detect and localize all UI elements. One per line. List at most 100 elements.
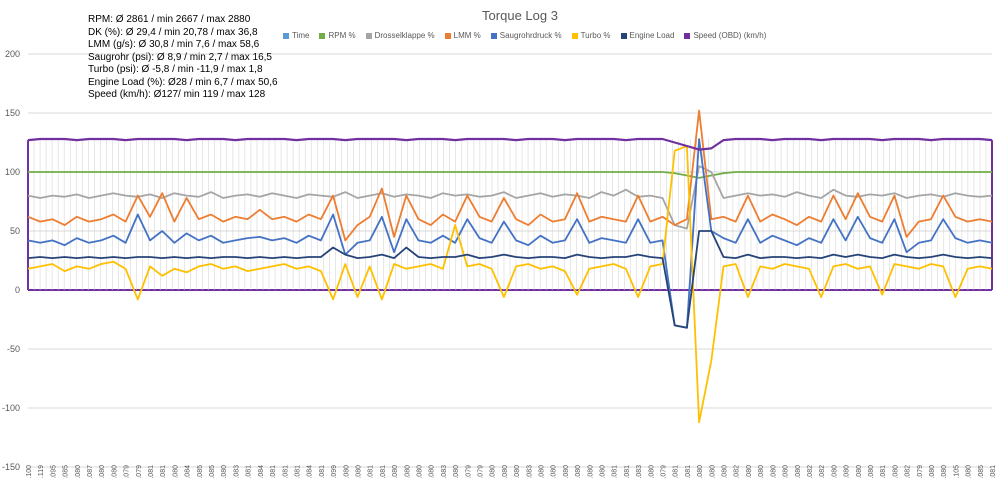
stats-block: RPM: Ø 2861 / min 2667 / max 2880 DK (%)… bbox=[88, 14, 278, 102]
x-tick-label: 1:48.085 bbox=[63, 465, 70, 478]
x-tick-label: 3:44.080 bbox=[770, 465, 777, 478]
x-tick-label: 1:58.079 bbox=[124, 465, 131, 478]
x-tick-label: 3:02.080 bbox=[514, 465, 521, 478]
series-line-speed-obd-km-h bbox=[27, 137, 993, 151]
x-tick-label: 2:14.080 bbox=[221, 465, 228, 478]
x-tick-label: 2:44.080 bbox=[404, 465, 411, 478]
x-tick-label: 2:58.080 bbox=[490, 465, 497, 478]
x-tick-label: 2:42.080 bbox=[392, 465, 399, 478]
x-tick-label: 3:56.080 bbox=[844, 465, 851, 478]
x-tick-label: 3:10.080 bbox=[563, 465, 570, 478]
x-tick-label: 2:56.079 bbox=[477, 465, 484, 478]
x-tick-label: 4:00.080 bbox=[868, 465, 875, 478]
y-tick-label: 50 bbox=[10, 226, 20, 236]
legend-label: LMM % bbox=[453, 31, 481, 40]
legend-entry: Time bbox=[283, 31, 309, 40]
x-tick-label: 2:48.080 bbox=[429, 465, 436, 478]
x-tick-label: 2:18.081 bbox=[246, 465, 253, 478]
x-tick-label: 1:44.119 bbox=[38, 465, 45, 478]
legend-swatch bbox=[319, 32, 326, 39]
x-tick-label: 3:12.080 bbox=[575, 465, 582, 478]
x-tick-label: 2:22.081 bbox=[270, 465, 277, 478]
legend-swatch bbox=[365, 32, 372, 39]
x-tick-label: 3:20.081 bbox=[624, 465, 631, 478]
x-tick-label: 3:04.083 bbox=[526, 465, 533, 478]
y-tick-label: 150 bbox=[5, 108, 20, 118]
x-tick-label: 4:16.080 bbox=[966, 465, 973, 478]
series-line-drosselklappe bbox=[27, 165, 993, 230]
x-tick-label: 2:46.080 bbox=[416, 465, 423, 478]
x-tick-label: 4:12.080 bbox=[941, 465, 948, 478]
x-tick-label: 3:38.082 bbox=[734, 465, 741, 478]
x-tick-label: 2:28.084 bbox=[307, 465, 314, 478]
x-tick-label: 2:08.084 bbox=[185, 465, 192, 478]
x-tick-label: 3:24.080 bbox=[648, 465, 655, 478]
chart-legend: Time RPM % Drosselklappe % LMM % Saugrohrdru… bbox=[283, 31, 776, 40]
x-tick-label: 2:02.081 bbox=[148, 465, 155, 478]
legend-label: Turbo % bbox=[580, 31, 611, 40]
x-tick-label: 2:30.081 bbox=[319, 465, 326, 478]
x-tick-label: 2:20.084 bbox=[258, 465, 265, 478]
x-tick-label: 3:00.080 bbox=[502, 465, 509, 478]
x-tick-label: 1:56.080 bbox=[111, 465, 118, 478]
chart-title: Torque Log 3 bbox=[482, 8, 558, 23]
legend-entry: Turbo % bbox=[571, 31, 611, 40]
x-tick-label: 4:18.085 bbox=[978, 465, 985, 478]
x-tick-label: 3:58.080 bbox=[856, 465, 863, 478]
x-tick-label: 3:22.083 bbox=[636, 465, 643, 478]
x-tick-label: 1:54.080 bbox=[99, 465, 106, 478]
x-tick-label: 3:52.082 bbox=[819, 465, 826, 478]
y-tick-label: -150 bbox=[2, 462, 20, 472]
legend-label: Time bbox=[292, 31, 310, 40]
series-line-saugrohrdruck bbox=[27, 138, 993, 329]
x-tick-label: 4:20.081 bbox=[990, 465, 997, 478]
x-tick-label: 2:32.099 bbox=[331, 465, 338, 478]
legend-label: RPM % bbox=[328, 31, 356, 40]
x-tick-label: 3:30.081 bbox=[685, 465, 692, 478]
x-tick-label: 3:28.081 bbox=[673, 465, 680, 478]
stats-speed: Speed (km/h): Ø127/ min 119 / max 128 bbox=[88, 89, 266, 100]
series-line-turbo bbox=[27, 145, 993, 424]
series-line-engine-load bbox=[27, 230, 993, 329]
legend-entry: Engine Load bbox=[620, 31, 674, 40]
y-tick-label: 100 bbox=[5, 167, 20, 177]
x-tick-label: 3:14.080 bbox=[587, 465, 594, 478]
y-tick-label: 200 bbox=[5, 49, 20, 59]
x-tick-label: 4:04.080 bbox=[892, 465, 899, 478]
x-tick-label: 3:08.080 bbox=[551, 465, 558, 478]
x-tick-label: 1:46.095 bbox=[50, 465, 57, 478]
x-tick-label: 2:16.083 bbox=[233, 465, 240, 478]
legend-label: Speed (OBD) (km/h) bbox=[693, 31, 767, 40]
x-tick-label: 2:10.085 bbox=[197, 465, 204, 478]
legend-label: Saugrohrdruck % bbox=[499, 31, 562, 40]
x-tick-label: 2:54.079 bbox=[465, 465, 472, 478]
x-tick-label: 2:52.080 bbox=[453, 465, 460, 478]
x-tick-label: 2:26.081 bbox=[294, 465, 301, 478]
x-tick-label: 3:16.080 bbox=[600, 465, 607, 478]
x-tick-label: 3:26.079 bbox=[661, 465, 668, 478]
x-tick-label: 4:14.105 bbox=[953, 465, 960, 478]
legend-swatch bbox=[684, 32, 691, 39]
series-line-rpm bbox=[28, 171, 992, 179]
x-tick-label: 3:40.080 bbox=[746, 465, 753, 478]
x-tick-label: 2:40.081 bbox=[380, 465, 387, 478]
x-tick-label: 2:04.081 bbox=[160, 465, 167, 478]
x-tick-label: 3:42.080 bbox=[758, 465, 765, 478]
y-tick-label: -50 bbox=[7, 344, 20, 354]
x-tick-label: 4:10.080 bbox=[929, 465, 936, 478]
legend-entry: LMM % bbox=[444, 31, 481, 40]
x-tick-label: 3:50.082 bbox=[807, 465, 814, 478]
x-tick-label: 3:06.080 bbox=[539, 465, 546, 478]
x-tick-label: 3:48.080 bbox=[795, 465, 802, 478]
legend-entry: Drosselklappe % bbox=[365, 31, 435, 40]
legend-entry: RPM % bbox=[319, 31, 356, 40]
x-tick-label: 3:36.080 bbox=[722, 465, 729, 478]
x-tick-label: 2:06.080 bbox=[172, 465, 179, 478]
legend-swatch bbox=[571, 32, 578, 39]
stats-dk: DK (%): Ø 29,4 / min 20,78 / max 36,8 bbox=[88, 26, 258, 38]
legend-swatch bbox=[490, 32, 497, 39]
x-tick-label: 2:38.081 bbox=[368, 465, 375, 478]
y-tick-label: -100 bbox=[2, 403, 20, 413]
x-tick-label: 1:42.100 bbox=[26, 465, 33, 478]
